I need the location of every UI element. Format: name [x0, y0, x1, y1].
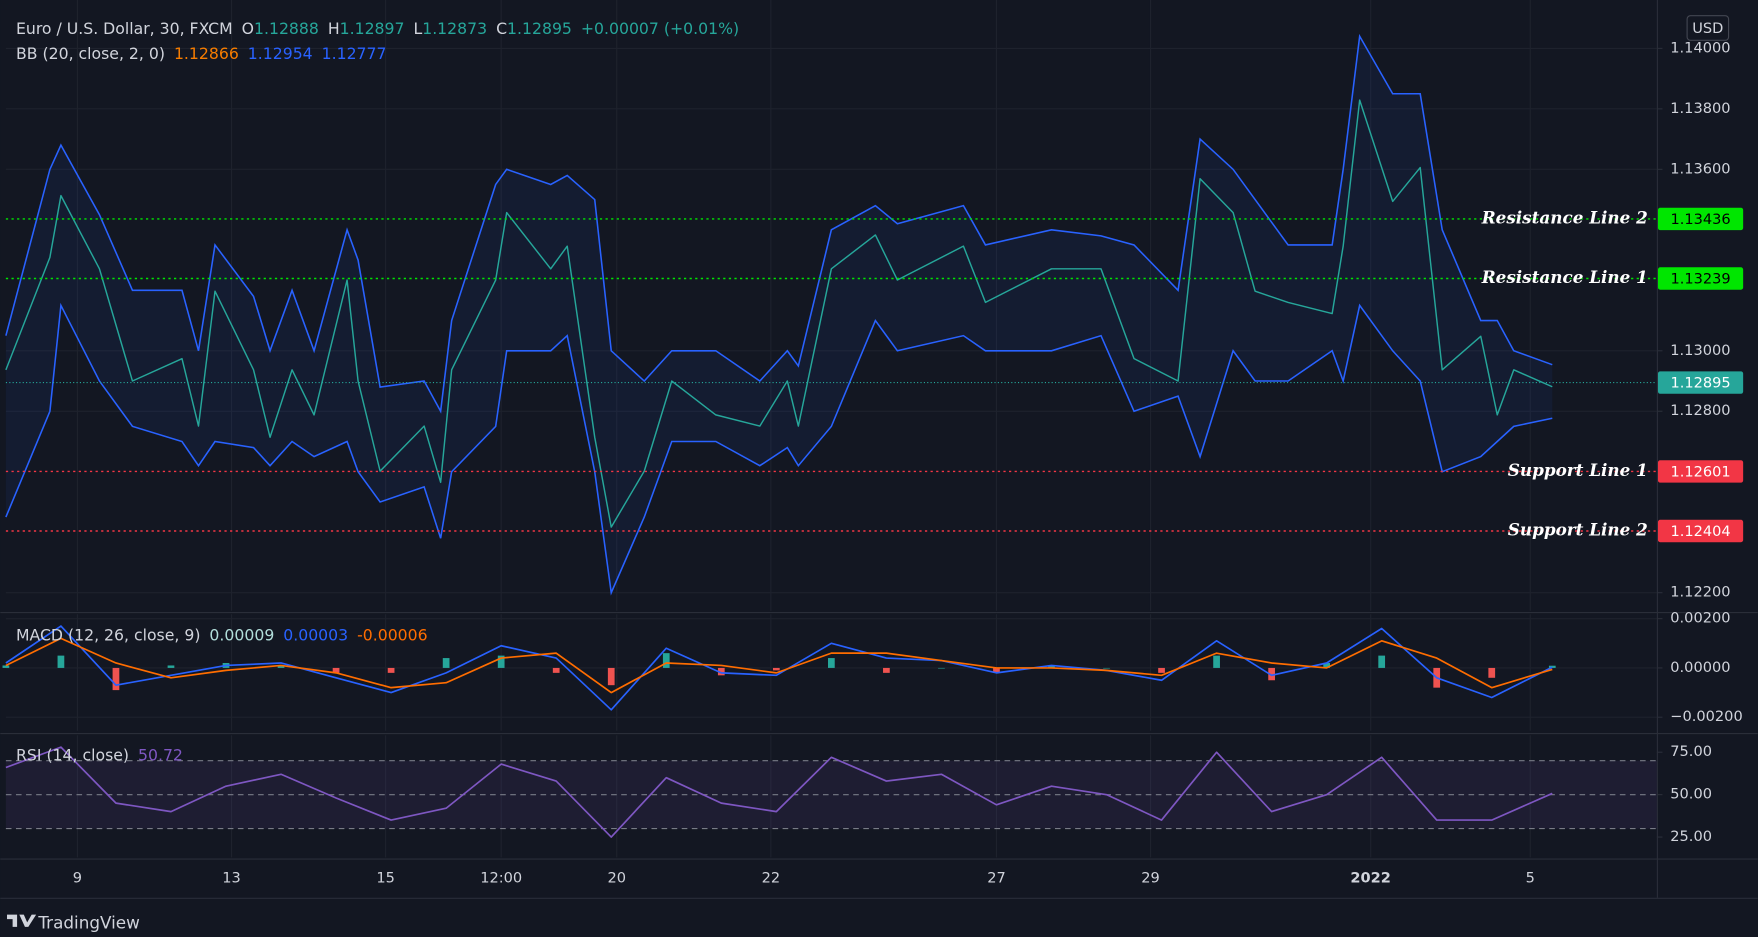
level-name: Resistance Line 1 — [1481, 267, 1648, 287]
y-tick-label: 1.12800 — [1670, 402, 1730, 419]
level-name: Resistance Line 2 — [1481, 207, 1648, 227]
ohlc-value: 1.12897 — [340, 19, 405, 38]
level-value: 1.13239 — [1670, 271, 1730, 288]
y-tick-label: 25.00 — [1670, 828, 1712, 845]
x-tick-label: 2022 — [1350, 870, 1391, 887]
y-tick-label: −0.00200 — [1670, 708, 1742, 725]
level-value: 1.12404 — [1670, 523, 1730, 540]
histogram-bar — [1378, 656, 1385, 668]
histogram-bar — [938, 668, 945, 669]
histogram-bar — [663, 653, 670, 668]
ohlc-value: 1.12895 — [507, 19, 572, 38]
y-tick-label: 1.12200 — [1670, 584, 1730, 601]
histogram-bar — [1213, 656, 1220, 668]
x-tick-label: 29 — [1141, 870, 1160, 887]
indicator-value: 1.12954 — [248, 43, 313, 62]
histogram-bar — [58, 656, 65, 668]
histogram-bar — [883, 668, 890, 673]
legend: RSI (14, close) 50.72 — [16, 745, 183, 764]
legend-value: 0.00003 — [283, 625, 348, 644]
x-tick-label: 22 — [762, 870, 781, 887]
level-name: Support Line 2 — [1508, 520, 1648, 540]
y-tick-label: 1.14000 — [1670, 39, 1730, 56]
last-price-value: 1.12895 — [1670, 375, 1730, 392]
y-tick-label: 1.13600 — [1670, 160, 1730, 177]
x-tick-label: 15 — [376, 870, 395, 887]
price-change: +0.00007 (+0.01%) — [581, 19, 739, 38]
legend-title: Euro / U.S. Dollar, 30, FXCM — [16, 19, 233, 38]
indicator-legend: BB (20, close, 2, 0) 1.12866 1.12954 1.1277… — [16, 43, 387, 62]
ohlc-key: H — [328, 19, 340, 38]
legend-value: 0.00009 — [209, 625, 274, 644]
ohlc-value: 1.12873 — [422, 19, 487, 38]
legend-title: RSI (14, close) — [16, 745, 129, 764]
histogram-bar — [113, 668, 120, 690]
histogram-bar — [1158, 668, 1165, 673]
histogram-bar — [168, 665, 175, 667]
y-tick-label: 0.00000 — [1670, 659, 1730, 676]
histogram-bar — [608, 668, 615, 685]
currency: USD — [1692, 20, 1723, 37]
legend: MACD (12, 26, close, 9) 0.00009 0.00003 -0.… — [16, 625, 428, 644]
histogram-bar — [3, 665, 10, 667]
level-value: 1.13436 — [1670, 211, 1730, 228]
histogram-bar — [443, 658, 450, 668]
y-tick-label: 0.00200 — [1670, 610, 1730, 627]
indicator-value: 1.12866 — [174, 43, 239, 62]
histogram-bar — [1103, 668, 1110, 669]
y-tick-label: 1.13800 — [1670, 100, 1730, 117]
legend-title: MACD (12, 26, close, 9) — [16, 625, 200, 644]
legend-value: 50.72 — [138, 745, 183, 764]
legend: Euro / U.S. Dollar, 30, FXCMO1.12888H1.1… — [16, 19, 739, 38]
x-tick-label: 5 — [1526, 870, 1535, 887]
brand-name[interactable]: TradingView — [37, 913, 140, 933]
y-tick-label: 1.13000 — [1670, 342, 1730, 359]
level-name: Support Line 1 — [1508, 460, 1648, 480]
level-value: 1.12601 — [1670, 464, 1730, 481]
histogram-bar — [773, 668, 780, 670]
legend-value: -0.00006 — [357, 625, 428, 644]
x-tick-label: 12:00 — [480, 870, 522, 887]
x-tick-label: 13 — [222, 870, 241, 887]
ohlc-key: L — [413, 19, 422, 38]
indicator-value: 1.12777 — [322, 43, 387, 62]
x-tick-label: 9 — [73, 870, 82, 887]
histogram-bar — [388, 668, 395, 673]
x-tick-label: 27 — [987, 870, 1006, 887]
histogram-bar — [553, 668, 560, 673]
indicator-label: BB (20, close, 2, 0) — [16, 43, 165, 62]
y-tick-label: 50.00 — [1670, 786, 1712, 803]
ohlc-key: C — [496, 19, 507, 38]
x-tick-label: 20 — [607, 870, 626, 887]
histogram-bar — [1488, 668, 1495, 678]
ohlc-value: 1.12888 — [254, 19, 319, 38]
ohlc-key: O — [242, 19, 254, 38]
y-tick-label: 75.00 — [1670, 743, 1712, 760]
histogram-bar — [828, 658, 835, 668]
